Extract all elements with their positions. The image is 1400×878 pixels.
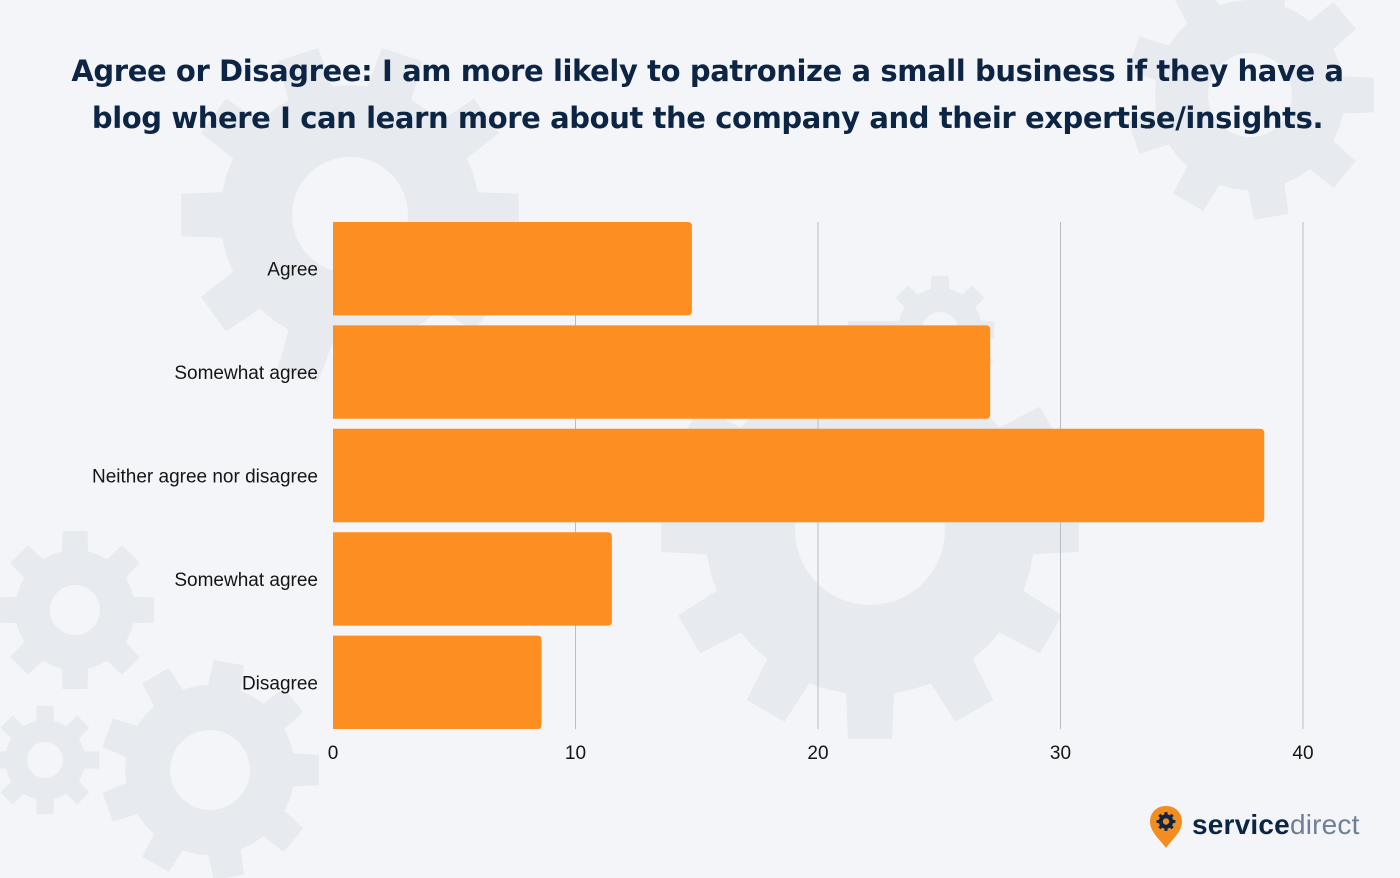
bar [333,532,612,626]
x-tick-label: 20 [807,743,828,764]
category-label: Somewhat agree [174,363,318,384]
bar [333,325,991,419]
category-label: Neither agree nor disagree [92,467,318,488]
x-tick-label: 30 [1050,743,1071,764]
x-tick-label: 40 [1292,743,1313,764]
x-tick-label: 10 [565,743,586,764]
category-label: Agree [267,260,318,281]
logo-text-service: service [1192,809,1290,840]
x-axis-tick-labels: 0 10 20 30 40 [328,743,1314,764]
logo-wordmark: servicedirect [1192,811,1360,839]
bars [333,222,1265,729]
chart-title: Agree or Disagree: I am more likely to p… [71,54,1344,135]
servicedirect-logo: servicedirect [1148,804,1360,850]
x-tick-label: 0 [328,743,339,764]
category-label: Somewhat agree [174,570,318,591]
category-label: Disagree [242,673,318,694]
category-labels: Agree Somewhat agree Neither agree nor dis… [92,260,318,695]
bar [333,428,1265,523]
bar [333,222,692,316]
logo-text-direct: direct [1289,809,1360,840]
bar [333,635,542,729]
gear-pin-icon [1150,806,1182,848]
